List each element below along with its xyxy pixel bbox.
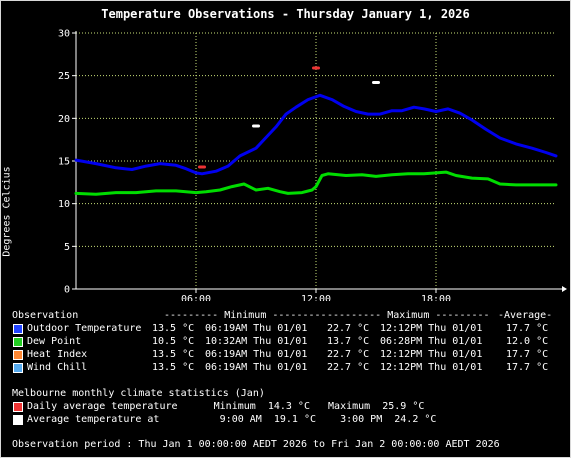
legend-swatch	[13, 324, 23, 334]
climate-heading: Melbourne monthly climate statistics (Ja…	[12, 388, 265, 399]
x-axis-arrow	[562, 286, 567, 292]
legend-header-maximum: --------- Maximum ---------	[327, 310, 490, 321]
legend-min-time: 06:19AM Thu 01/01	[205, 349, 308, 360]
legend-min-value: 13.5 °C	[152, 349, 195, 360]
climate-swatch	[13, 402, 23, 412]
legend-min-time: 10:32AM Thu 01/01	[205, 336, 308, 347]
legend-max-value: 22.7 °C	[327, 362, 370, 373]
climate-row: Daily average temperature Minimum 14.3 °…	[27, 401, 425, 412]
legend-min-value: 10.5 °C	[152, 336, 195, 347]
legend-average-value: 12.0 °C	[506, 336, 549, 347]
legend-swatch	[13, 363, 23, 373]
y-tick-label: 30	[58, 29, 70, 40]
legend-header-average: -Average-	[498, 310, 553, 321]
temperature-chart: 0 5 10 15 20 25 30 06:00 12:00 18:00	[58, 29, 567, 301]
legend-series-name: Heat Index	[27, 349, 88, 360]
legend-average-value: 17.7 °C	[506, 323, 549, 334]
y-tick-label: 10	[58, 199, 70, 210]
legend-min-time: 06:19AM Thu 01/01	[205, 323, 308, 334]
legend-swatch	[13, 350, 23, 360]
legend-series-name: Dew Point	[27, 336, 82, 347]
legend-header-minimum: --------- Minimum ---------	[164, 310, 327, 321]
x-tick-label: 18:00	[421, 294, 451, 301]
legend-max-value: 22.7 °C	[327, 323, 370, 334]
y-tick-label: 20	[58, 114, 70, 125]
average-temperature-at-marker	[372, 80, 380, 84]
x-tick-label: 06:00	[181, 294, 211, 301]
legend-average-value: 17.7 °C	[506, 349, 549, 360]
y-tick-label: 5	[64, 242, 70, 253]
average-temperature-at-marker	[252, 124, 260, 128]
y-tick-label: 25	[58, 71, 70, 82]
observation-period: Observation period : Thu Jan 1 00:00:00 …	[12, 439, 500, 450]
chart-title: Temperature Observations - Thursday Janu…	[101, 7, 470, 21]
legend-series-name: Wind Chill	[27, 362, 88, 373]
y-tick-label: 0	[64, 285, 70, 296]
legend-min-time: 06:19AM Thu 01/01	[205, 362, 308, 373]
legend-max-time: 06:28PM Thu 01/01	[380, 336, 483, 347]
legend-max-value: 22.7 °C	[327, 349, 370, 360]
legend-max-value: 13.7 °C	[327, 336, 370, 347]
legend-header-observation: Observation	[12, 310, 79, 321]
daily-average-temperature-marker	[312, 66, 320, 70]
legend-min-value: 13.5 °C	[152, 362, 195, 373]
legend-series-name: Outdoor Temperature	[27, 323, 142, 334]
outdoor-temperature-line	[74, 93, 558, 176]
legend-average-value: 17.7 °C	[506, 362, 549, 373]
dew-point-line	[74, 170, 558, 196]
legend-swatch	[13, 337, 23, 347]
legend-max-time: 12:12PM Thu 01/01	[380, 323, 483, 334]
legend-max-time: 12:12PM Thu 01/01	[380, 362, 483, 373]
climate-swatch	[13, 415, 23, 425]
legend-min-value: 13.5 °C	[152, 323, 195, 334]
climate-row: Average temperature at 9:00 AM 19.1 °C 3…	[27, 414, 437, 425]
legend-max-time: 12:12PM Thu 01/01	[380, 349, 483, 360]
y-tick-label: 15	[58, 157, 70, 168]
daily-average-temperature-marker	[198, 165, 206, 169]
x-tick-label: 12:00	[301, 294, 331, 301]
